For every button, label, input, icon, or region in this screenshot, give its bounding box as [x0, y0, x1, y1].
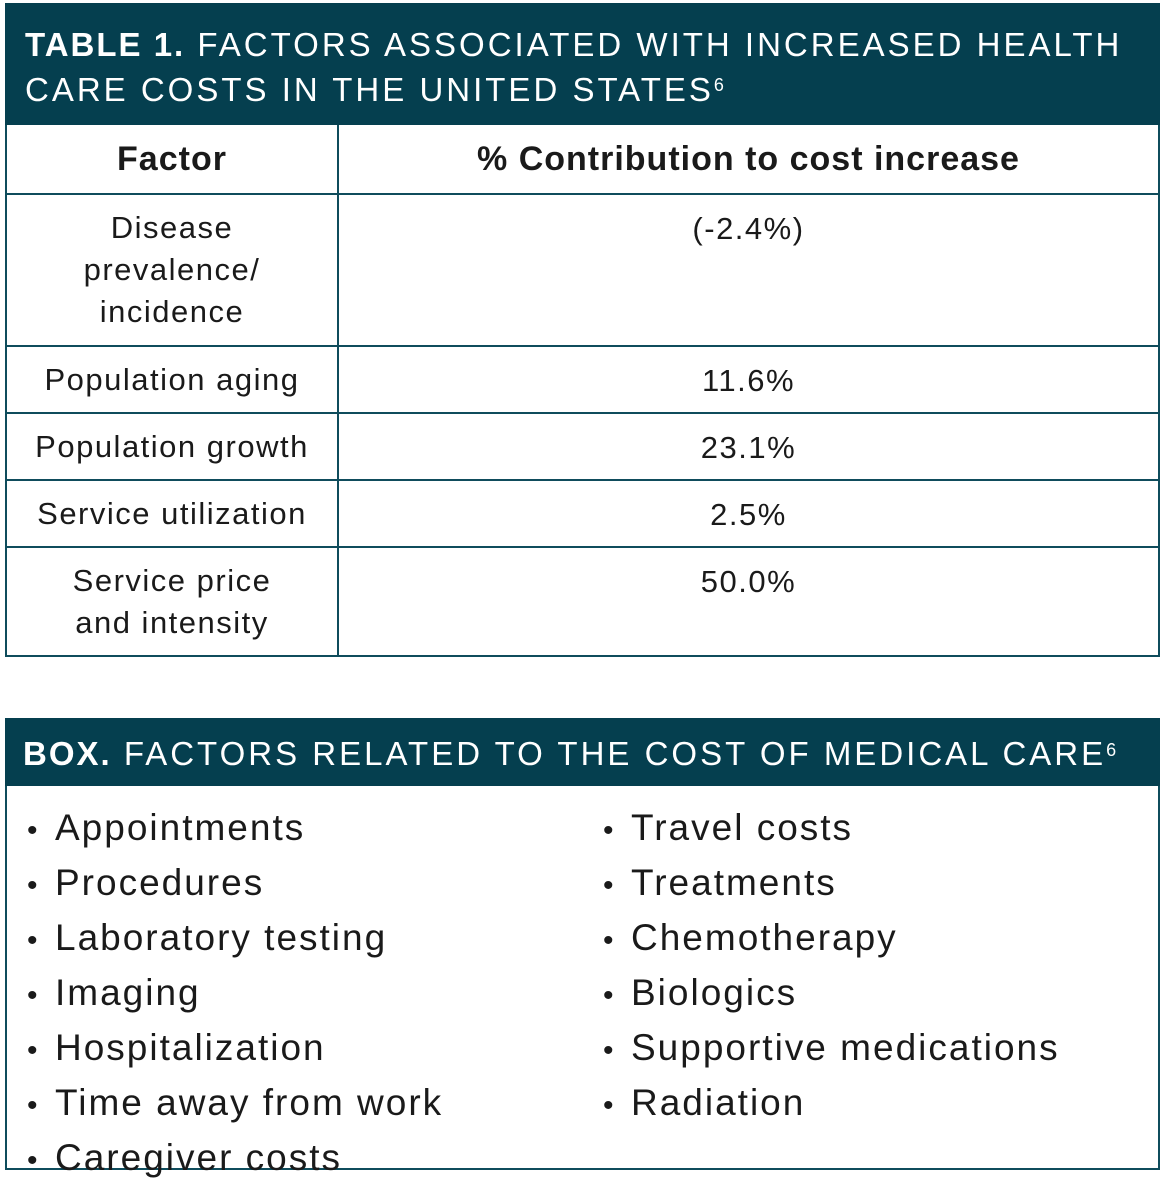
- factor-cell: Population aging: [5, 345, 339, 414]
- list-item: • Hospitalization: [27, 1022, 443, 1077]
- bullet-icon: •: [27, 1144, 38, 1177]
- column-header-contribution: % Contribution to cost increase: [337, 125, 1160, 195]
- table-title-ref: 6: [713, 75, 724, 95]
- list-item: • Treatments: [603, 857, 1060, 912]
- bullet-icon: •: [27, 979, 38, 1012]
- right-bullet-list: • Travel costs • Treatments • Chemotherapy …: [603, 802, 1060, 1132]
- factors-box: BOX. FACTORS RELATED TO THE COST OF MEDI…: [5, 718, 1160, 1178]
- list-item: • Procedures: [27, 857, 443, 912]
- bullet-icon: •: [27, 924, 38, 957]
- list-item: • Biologics: [603, 967, 1060, 1022]
- left-bullet-list: • Appointments • Procedures • Laboratory te…: [27, 802, 443, 1187]
- value-cell: 11.6%: [337, 345, 1160, 414]
- list-item: • Travel costs: [603, 802, 1060, 857]
- list-item: • Supportive medications: [603, 1022, 1060, 1077]
- column-header-factor: Factor: [5, 125, 339, 195]
- bullet-icon: •: [603, 979, 614, 1012]
- value-cell: (-2.4%): [337, 193, 1160, 347]
- cost-factors-table: Factor % Contribution to cost increase D…: [5, 125, 1160, 657]
- value-cell: 23.1%: [337, 412, 1160, 481]
- table-header-row: Factor % Contribution to cost increase: [5, 125, 1160, 195]
- list-item: • Chemotherapy: [603, 912, 1060, 967]
- box-title-ref: 6: [1106, 740, 1117, 760]
- factor-cell: Population growth: [5, 412, 339, 481]
- bullet-icon: •: [27, 869, 38, 902]
- factor-cell: Disease prevalence/ incidence: [5, 193, 339, 347]
- list-item: • Caregiver costs: [27, 1132, 443, 1187]
- box-title-lead: BOX.: [23, 735, 112, 772]
- list-item: • Laboratory testing: [27, 912, 443, 967]
- table-row: Service utilization 2.5%: [5, 479, 1160, 548]
- bullet-icon: •: [603, 869, 614, 902]
- table-title: FACTORS ASSOCIATED WITH INCREASED HEALTH…: [25, 26, 1123, 108]
- list-item: • Radiation: [603, 1077, 1060, 1132]
- list-item: • Time away from work: [27, 1077, 443, 1132]
- table-row: Population aging 11.6%: [5, 345, 1160, 414]
- value-cell: 50.0%: [337, 546, 1160, 657]
- box-title-bar: BOX. FACTORS RELATED TO THE COST OF MEDI…: [5, 718, 1160, 786]
- bullet-icon: •: [603, 814, 614, 847]
- bullet-icon: •: [603, 1089, 614, 1122]
- table-row: Service price and intensity 50.0%: [5, 546, 1160, 657]
- table-1: TABLE 1. FACTORS ASSOCIATED WITH INCREAS…: [5, 3, 1160, 657]
- box-columns: • Appointments • Procedures • Laboratory te…: [7, 786, 1158, 1178]
- table-row: Population growth 23.1%: [5, 412, 1160, 481]
- bullet-icon: •: [603, 924, 614, 957]
- box-title: FACTORS RELATED TO THE COST OF MEDICAL C…: [123, 735, 1107, 772]
- table-row: Disease prevalence/ incidence (-2.4%): [5, 193, 1160, 347]
- list-item: • Appointments: [27, 802, 443, 857]
- factor-cell: Service utilization: [5, 479, 339, 548]
- list-item: • Imaging: [27, 967, 443, 1022]
- bullet-icon: •: [27, 1089, 38, 1122]
- table-title-bar: TABLE 1. FACTORS ASSOCIATED WITH INCREAS…: [5, 3, 1160, 125]
- bullet-icon: •: [27, 1034, 38, 1067]
- bullet-icon: •: [27, 814, 38, 847]
- bullet-icon: •: [603, 1034, 614, 1067]
- factor-cell: Service price and intensity: [5, 546, 339, 657]
- table-title-lead: TABLE 1.: [25, 26, 186, 63]
- value-cell: 2.5%: [337, 479, 1160, 548]
